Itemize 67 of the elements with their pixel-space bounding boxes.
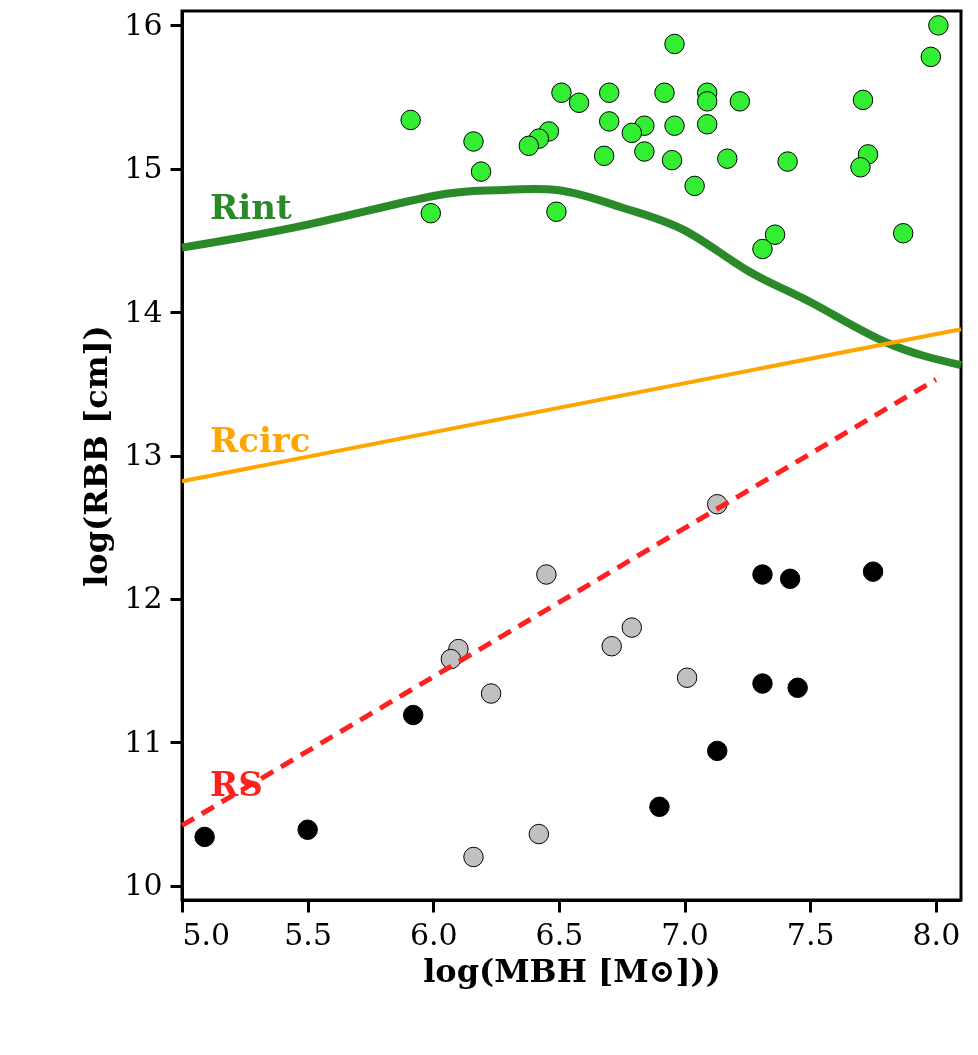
- point: [649, 796, 670, 818]
- point: [400, 109, 421, 131]
- point: [707, 740, 728, 762]
- point: [752, 673, 773, 694]
- x-tick-label: 7.0: [661, 916, 709, 952]
- x-axis-title: log(MBH [M⊙])): [423, 951, 721, 990]
- point: [463, 846, 484, 868]
- point: [480, 683, 502, 704]
- y-tick-label: 13: [124, 437, 163, 472]
- point: [621, 122, 643, 144]
- point: [696, 114, 718, 135]
- point: [664, 33, 685, 55]
- x-tick-label: 7.5: [786, 916, 835, 952]
- point: [297, 819, 318, 840]
- x-tick-label: 8.0: [912, 916, 961, 952]
- point: [420, 202, 442, 224]
- series-label: RS: [210, 764, 263, 805]
- point: [696, 91, 718, 112]
- point: [593, 145, 615, 167]
- point: [654, 82, 675, 103]
- point: [764, 224, 786, 245]
- point: [850, 157, 871, 178]
- series-label: Rint: [210, 186, 292, 227]
- x-tick-label: 6.0: [409, 916, 458, 952]
- point: [634, 141, 655, 162]
- point: [440, 648, 462, 670]
- y-tick-label: 11: [124, 723, 163, 759]
- point: [862, 561, 884, 582]
- point: [729, 91, 751, 112]
- x-tick-label: 5.5: [284, 916, 332, 952]
- y-tick-label: 16: [124, 6, 163, 42]
- point: [601, 635, 622, 657]
- point: [777, 151, 798, 172]
- point: [928, 15, 949, 36]
- point: [598, 111, 620, 132]
- point: [470, 161, 492, 182]
- point: [518, 135, 540, 157]
- point: [194, 826, 215, 848]
- point: [661, 149, 683, 171]
- y-tick-label: 14: [124, 293, 163, 329]
- x-tick-label: 6.5: [535, 916, 584, 952]
- point: [598, 82, 620, 103]
- point: [779, 568, 801, 590]
- point: [787, 677, 808, 699]
- point: [528, 823, 550, 845]
- point: [463, 131, 484, 152]
- point: [546, 201, 567, 222]
- point: [402, 704, 424, 726]
- point: [536, 564, 557, 585]
- y-tick-label: 15: [124, 150, 163, 186]
- y-axis-title: log(RBB [cm]): [77, 325, 116, 587]
- point: [621, 617, 643, 638]
- point: [852, 89, 874, 111]
- point: [684, 175, 705, 197]
- point: [920, 46, 942, 68]
- point: [752, 238, 773, 260]
- point: [568, 92, 590, 113]
- y-tick-label: 12: [124, 580, 163, 616]
- point: [717, 148, 738, 169]
- point: [551, 82, 572, 103]
- point: [892, 223, 914, 244]
- x-tick-label: 5.0: [182, 916, 231, 952]
- point: [676, 667, 698, 688]
- point: [752, 564, 773, 585]
- y-tick-label: 10: [124, 867, 163, 903]
- point: [664, 115, 685, 136]
- series-label: Rcirc: [210, 420, 311, 461]
